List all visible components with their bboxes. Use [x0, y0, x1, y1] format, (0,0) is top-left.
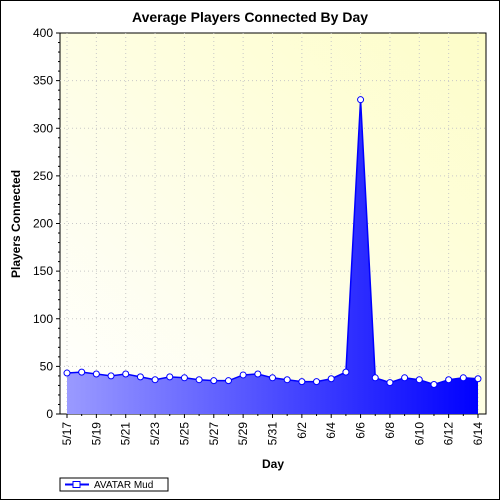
- x-tick-label: 5/29: [236, 422, 250, 446]
- x-axis: 5/17 5/19 5/21 5/23 5/25 5/27 5/29 5/31 6/2 6/4 6/…: [60, 414, 485, 445]
- x-tick-label: 6/8: [383, 422, 397, 439]
- data-point: [313, 378, 321, 386]
- data-point: [327, 375, 335, 383]
- data-point: [107, 372, 115, 380]
- x-tick-label: 6/2: [295, 422, 309, 439]
- legend: AVATAR Mud: [59, 477, 169, 492]
- data-point: [342, 368, 350, 376]
- data-point: [136, 373, 144, 381]
- legend-point-marker: [72, 481, 81, 488]
- x-tick-label: 5/25: [177, 422, 191, 446]
- y-axis-label: Players Connected: [9, 170, 23, 278]
- data-point: [92, 370, 100, 378]
- data-point: [195, 376, 203, 384]
- x-tick-label: 5/17: [60, 422, 74, 446]
- grid: [60, 33, 486, 414]
- x-tick-label: 6/4: [324, 422, 338, 439]
- x-tick-label: 5/27: [207, 422, 221, 446]
- data-point: [415, 376, 423, 384]
- y-tick-label: 200: [33, 217, 53, 231]
- data-point: [210, 377, 218, 385]
- data-point: [151, 376, 159, 384]
- chart-title: Average Players Connected By Day: [132, 9, 368, 25]
- data-point: [298, 378, 306, 386]
- data-point: [254, 370, 262, 378]
- x-tick-label: 6/14: [471, 422, 485, 446]
- series-area-fill: [67, 99, 478, 415]
- x-tick-label: 6/10: [412, 422, 426, 446]
- y-tick-label: 150: [33, 264, 53, 278]
- y-tick-label: 400: [33, 26, 53, 40]
- data-point: [239, 371, 247, 379]
- x-tick-label: 6/6: [354, 422, 368, 439]
- data-point: [78, 368, 86, 376]
- data-point: [180, 374, 188, 382]
- series-points: [63, 96, 482, 388]
- x-tick-label: 6/12: [442, 422, 456, 446]
- y-tick-label: 50: [40, 359, 54, 373]
- data-point: [459, 374, 467, 382]
- data-point: [122, 370, 130, 378]
- data-point: [386, 379, 394, 387]
- x-axis-label: Day: [262, 457, 284, 471]
- data-point: [445, 376, 453, 384]
- y-tick-label: 350: [33, 74, 53, 88]
- x-tick-label: 5/21: [119, 422, 133, 446]
- data-point: [371, 374, 379, 382]
- legend-label: AVATAR Mud: [94, 480, 153, 491]
- y-tick-label: 0: [46, 407, 53, 421]
- data-point: [430, 380, 438, 388]
- y-axis: 0 50 100 150 200 250 300 350 400: [33, 26, 60, 421]
- data-point: [63, 369, 71, 377]
- data-point: [283, 376, 291, 384]
- legend-box: [59, 477, 169, 492]
- x-tick-label: 5/19: [89, 422, 103, 446]
- data-point: [474, 375, 482, 383]
- data-point: [166, 373, 174, 381]
- data-point: [224, 377, 232, 385]
- data-point: [269, 374, 276, 382]
- x-tick-label: 5/31: [266, 422, 280, 446]
- y-tick-label: 300: [33, 121, 53, 135]
- data-point: [357, 96, 365, 104]
- data-point: [401, 374, 409, 382]
- y-tick-label: 250: [33, 169, 53, 183]
- x-tick-label: 5/23: [148, 422, 162, 446]
- y-tick-label: 100: [33, 312, 53, 326]
